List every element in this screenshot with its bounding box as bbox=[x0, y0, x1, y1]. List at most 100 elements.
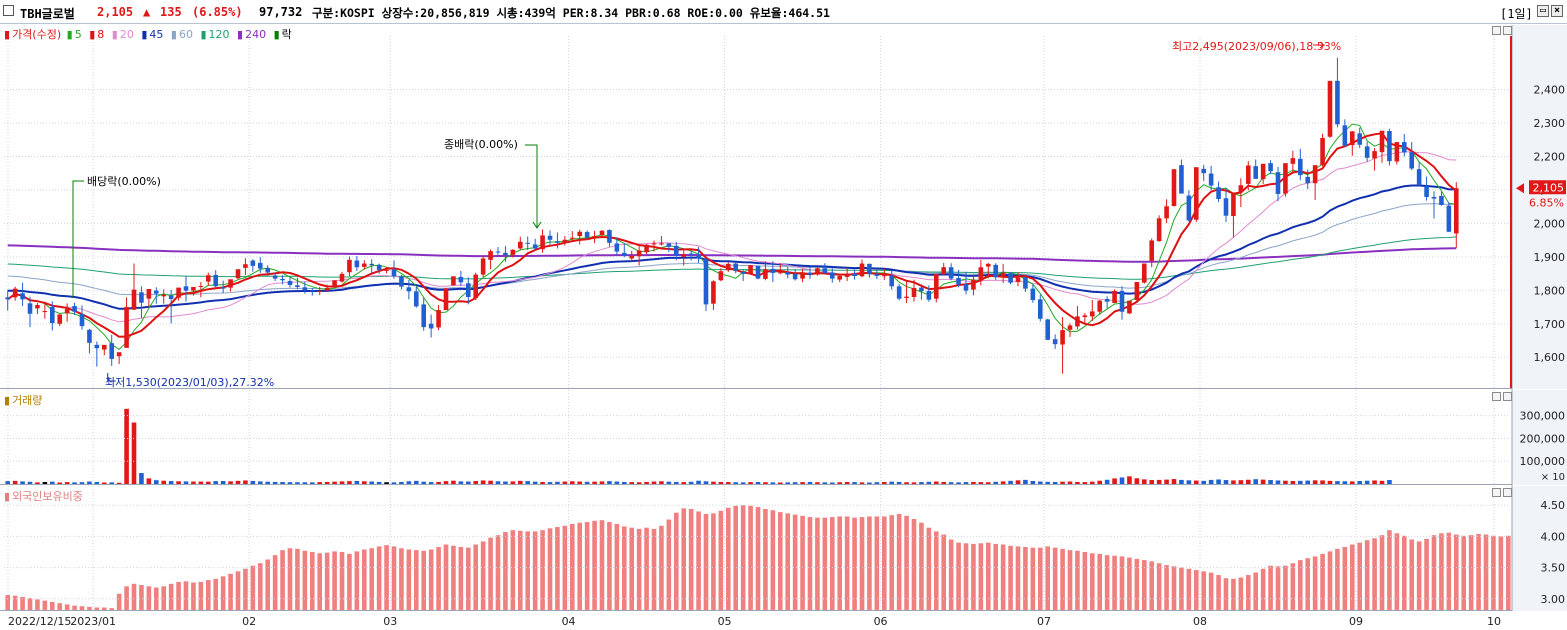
volume-bar bbox=[829, 482, 835, 484]
pane-maximize-icon[interactable] bbox=[1492, 26, 1501, 35]
foreign-ratio-bar bbox=[1082, 552, 1088, 610]
current-price: 2,105 bbox=[97, 5, 134, 19]
volume-bar bbox=[213, 481, 219, 484]
foreign-ratio-bar bbox=[651, 528, 657, 610]
volume-bar bbox=[5, 481, 11, 484]
candle-body bbox=[844, 274, 850, 277]
foreign-ratio-bar bbox=[139, 585, 144, 610]
volume-pane-close-icon[interactable] bbox=[1503, 392, 1512, 401]
close-icon[interactable]: × bbox=[1551, 5, 1563, 17]
foreign-ratio-bar bbox=[926, 527, 932, 610]
volume-bar bbox=[941, 481, 947, 484]
candle-body bbox=[1245, 165, 1251, 184]
foreign-ratio-bar bbox=[347, 553, 352, 610]
foreign-pane-close-icon[interactable] bbox=[1503, 488, 1512, 497]
price-tick-label: 2,300 bbox=[1534, 117, 1566, 130]
volume-bar bbox=[1238, 480, 1244, 484]
candle-body bbox=[1023, 277, 1028, 289]
foreign-ratio-bar bbox=[540, 530, 545, 610]
volume-bar bbox=[153, 480, 159, 484]
volume-bar bbox=[436, 481, 441, 484]
candle-body bbox=[139, 292, 144, 303]
volume-bar bbox=[406, 481, 412, 484]
volume-pane-maximize-icon[interactable] bbox=[1492, 392, 1501, 401]
volume-bar bbox=[1357, 480, 1363, 484]
foreign-ratio-bar bbox=[1231, 578, 1236, 610]
foreign-pane-maximize-icon[interactable] bbox=[1492, 488, 1501, 497]
candle-body bbox=[295, 285, 300, 287]
foreign-ratio-bar bbox=[889, 515, 895, 610]
pane-close-icon[interactable] bbox=[1503, 26, 1512, 35]
candle-body bbox=[220, 286, 226, 289]
foreign-ratio-bar bbox=[614, 523, 620, 610]
foreign-ratio-bar bbox=[495, 535, 501, 610]
volume-bar bbox=[1216, 479, 1221, 484]
candle-body bbox=[852, 273, 857, 276]
foreign-ratio-bar bbox=[1468, 535, 1474, 610]
volume-bar bbox=[391, 482, 397, 484]
volume-bar bbox=[636, 482, 642, 484]
candle-body bbox=[391, 269, 397, 277]
volume-bar bbox=[1134, 478, 1140, 484]
foreign-ratio-bar bbox=[621, 526, 627, 610]
candle-body bbox=[1141, 263, 1147, 283]
foreign-ratio-bar bbox=[168, 583, 174, 610]
low-annotation-arrow-icon bbox=[107, 373, 116, 382]
restore-icon[interactable]: ▭ bbox=[1537, 5, 1549, 17]
foreign-ratio-bar bbox=[1193, 570, 1199, 610]
legend-price-label: 가격(수정) bbox=[12, 28, 62, 41]
foreign-ratio-bar bbox=[1015, 546, 1021, 610]
candle-body bbox=[272, 275, 278, 279]
foreign-ratio-bar bbox=[703, 513, 709, 610]
foreign-ratio-bar bbox=[1453, 534, 1459, 610]
candle-body bbox=[436, 310, 441, 328]
foreign-ratio-bar bbox=[1171, 566, 1177, 610]
foreign-ratio-bar bbox=[852, 517, 857, 610]
foreign-ratio-bar bbox=[101, 607, 107, 610]
ma60-line bbox=[7, 203, 1457, 296]
candle-body bbox=[1186, 195, 1192, 221]
x-tick-label: 06 bbox=[874, 615, 888, 628]
volume-bar bbox=[116, 482, 122, 484]
candle-body bbox=[540, 235, 545, 250]
foreign-ratio-bar bbox=[1201, 571, 1207, 610]
foreign-ratio-bar bbox=[399, 548, 404, 610]
legend-ex-dividend: ▮ 락 bbox=[273, 28, 292, 41]
foreign-ratio-bar bbox=[792, 514, 798, 610]
volume-bar bbox=[547, 482, 553, 484]
volume-bar bbox=[57, 482, 63, 484]
foreign-ratio-bar bbox=[309, 552, 315, 610]
candle-body bbox=[101, 344, 107, 350]
foreign-ratio-bar bbox=[673, 512, 679, 610]
candle-body bbox=[1179, 165, 1184, 194]
foreign-ratio-bar bbox=[1008, 545, 1013, 610]
select-checkbox[interactable] bbox=[3, 5, 14, 16]
volume-bar bbox=[919, 482, 924, 484]
foreign-ratio-bar bbox=[228, 573, 233, 610]
foreign-ratio-bar bbox=[577, 522, 583, 610]
candle-body bbox=[1208, 173, 1214, 186]
candle-body bbox=[1238, 185, 1244, 193]
candle-body bbox=[1149, 240, 1155, 261]
period-selector[interactable]: [1일] bbox=[1500, 7, 1533, 21]
ma8-line bbox=[7, 132, 1457, 338]
candle-body bbox=[1060, 330, 1065, 345]
candle-body bbox=[1416, 169, 1422, 185]
volume-bar bbox=[711, 481, 716, 484]
foreign-pane bbox=[0, 485, 1567, 611]
candle-body bbox=[1424, 186, 1429, 197]
price-tick-label: 2,000 bbox=[1534, 217, 1566, 230]
ma240-line bbox=[7, 244, 1457, 263]
volume-bar bbox=[911, 482, 917, 484]
foreign-ratio-bar bbox=[837, 516, 843, 610]
volume-bar bbox=[302, 482, 308, 484]
volume-bar bbox=[332, 481, 337, 484]
candle-body bbox=[376, 264, 382, 270]
foreign-ratio-bar bbox=[1112, 555, 1117, 610]
foreign-ratio-bar bbox=[919, 522, 924, 610]
volume-bar bbox=[503, 481, 508, 484]
candle-body bbox=[1112, 290, 1117, 304]
volume-bar bbox=[629, 482, 635, 484]
volume-tick-label: 300,000 bbox=[1520, 410, 1566, 423]
